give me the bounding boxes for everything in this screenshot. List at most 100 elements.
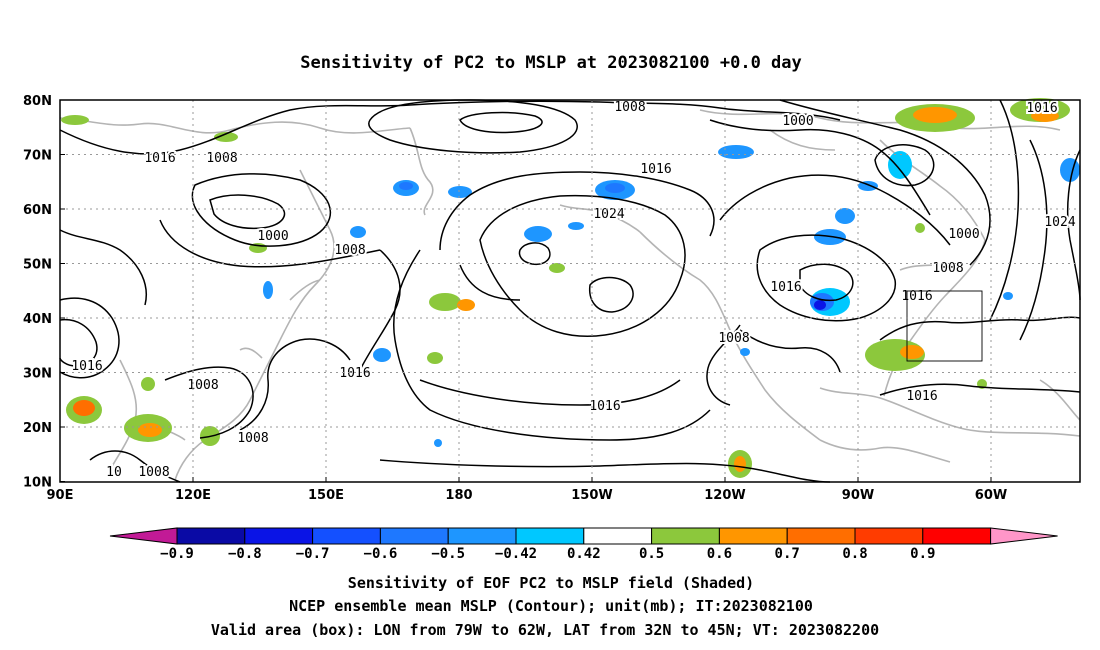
shade-positive <box>900 345 924 359</box>
shade-negative <box>568 222 584 230</box>
contour-label: 1016 <box>640 162 671 177</box>
contour-label: 1000 <box>257 229 288 244</box>
shade-positive <box>915 223 925 233</box>
lon-tick-label: 180 <box>445 488 472 503</box>
shade-positive <box>73 400 95 416</box>
colorbar-segment <box>583 527 653 545</box>
figure-title: Sensitivity of PC2 to MSLP at 2023082100… <box>300 53 802 73</box>
shade-negative <box>814 300 826 310</box>
lon-tick-label: 120W <box>704 488 745 503</box>
shade-negative <box>1060 158 1080 182</box>
contour-label: 1008 <box>237 431 268 446</box>
colorbar: −0.9 −0.8 −0.7 −0.6 −0.5 −0.42 0.42 0.5 0.6 0.7 0.… <box>109 527 1058 562</box>
shade-positive <box>457 299 475 311</box>
colorbar-end-triangle <box>990 527 1058 545</box>
contour-label: 10 <box>106 465 122 480</box>
colorbar-segment <box>515 527 585 545</box>
contour-label: 1016 <box>71 359 102 374</box>
lon-tick-label: 150W <box>571 488 612 503</box>
shade-negative <box>350 226 366 238</box>
contour-label: 1008 <box>206 151 237 166</box>
colorbar-label: −0.5 <box>431 546 465 562</box>
colorbar-label: −0.7 <box>296 546 330 562</box>
lon-tick-label: 60W <box>975 488 1007 503</box>
lat-tick-label: 20N <box>23 421 52 436</box>
lon-tick-label: 90W <box>842 488 874 503</box>
contour-label: 1016 <box>1026 101 1057 116</box>
contour-label: 1008 <box>187 378 218 393</box>
colorbar-segment <box>447 527 517 545</box>
shade-negative <box>524 226 552 242</box>
contour-label: 1008 <box>614 100 645 115</box>
shade-negative <box>888 151 912 179</box>
contour-label: 1016 <box>589 399 620 414</box>
colorbar-segment <box>379 527 449 545</box>
shade-negative <box>263 281 273 299</box>
colorbar-label: −0.8 <box>228 546 262 562</box>
shade-negative <box>740 348 750 356</box>
colorbar-segment <box>176 527 246 545</box>
contour-label: 1016 <box>339 366 370 381</box>
lat-tick-label: 70N <box>23 149 52 164</box>
shade-negative <box>718 145 754 159</box>
lat-tick-label: 50N <box>23 258 52 273</box>
lat-tick-label: 30N <box>23 367 52 382</box>
contour-label: 1016 <box>770 280 801 295</box>
lat-tick-label: 40N <box>23 312 52 327</box>
colorbar-segment <box>651 527 720 545</box>
lat-tick-label: 80N <box>23 94 52 109</box>
lon-tick-label: 90E <box>47 488 74 503</box>
colorbar-label: 0.42 <box>567 546 601 562</box>
mslp-contours <box>59 99 1081 483</box>
caption-line-3: Valid area (box): LON from 79W to 62W, L… <box>211 621 879 639</box>
valid-area-box <box>906 290 983 362</box>
shade-positive <box>549 263 565 273</box>
contour-label: 1024 <box>1044 215 1075 230</box>
shade-positive <box>141 377 155 391</box>
colorbar-end-triangle <box>109 527 178 545</box>
shade-negative <box>434 439 442 447</box>
map-panel: 1008 1016 1008 1000 1008 1016 1024 1000 … <box>23 94 1081 503</box>
lat-tick-label: 10N <box>23 476 52 491</box>
colorbar-segment <box>854 527 924 545</box>
contour-label: 1016 <box>906 389 937 404</box>
caption-line-1: Sensitivity of EOF PC2 to MSLP field (Sh… <box>348 574 754 592</box>
shade-positive <box>138 423 162 437</box>
contour-label: 1000 <box>948 227 979 242</box>
colorbar-label: 0.9 <box>910 546 935 562</box>
shade-positive <box>429 293 461 311</box>
shade-negative <box>373 348 391 362</box>
shade-negative <box>835 208 855 224</box>
colorbar-label: −0.6 <box>364 546 398 562</box>
colorbar-segment <box>922 527 992 545</box>
shade-positive <box>214 132 238 142</box>
lon-tick-label: 150E <box>308 488 344 503</box>
contour-label: 1016 <box>144 151 175 166</box>
colorbar-segment <box>718 527 788 545</box>
contour-label: 1024 <box>593 207 624 222</box>
shade-positive <box>734 456 746 472</box>
contour-label: 1008 <box>932 261 963 276</box>
colorbar-label: −0.9 <box>160 546 194 562</box>
shade-negative <box>399 182 413 190</box>
latitude-axis: 80N 70N 60N 50N 40N 30N 20N 10N <box>23 94 65 491</box>
colorbar-label: 0.5 <box>639 546 664 562</box>
colorbar-label: 0.8 <box>842 546 867 562</box>
shade-positive <box>427 352 443 364</box>
shade-negative <box>605 183 625 193</box>
colorbar-label: 0.6 <box>707 546 732 562</box>
contour-label: 1008 <box>718 331 749 346</box>
shade-negative <box>1003 292 1013 300</box>
contour-label: 1016 <box>901 289 932 304</box>
shade-positive <box>913 107 957 123</box>
contour-labels: 1008 1016 1008 1000 1008 1016 1024 1000 … <box>69 98 1077 482</box>
contour-label: 1008 <box>138 465 169 480</box>
contour-label: 1000 <box>782 114 813 129</box>
map-frame <box>59 99 1081 483</box>
colorbar-label: −0.42 <box>495 546 537 562</box>
colorbar-segment <box>312 527 381 545</box>
contour-label: 1008 <box>334 243 365 258</box>
lat-tick-label: 60N <box>23 203 52 218</box>
shade-positive <box>61 115 89 125</box>
lat-lon-grid <box>60 100 1080 482</box>
